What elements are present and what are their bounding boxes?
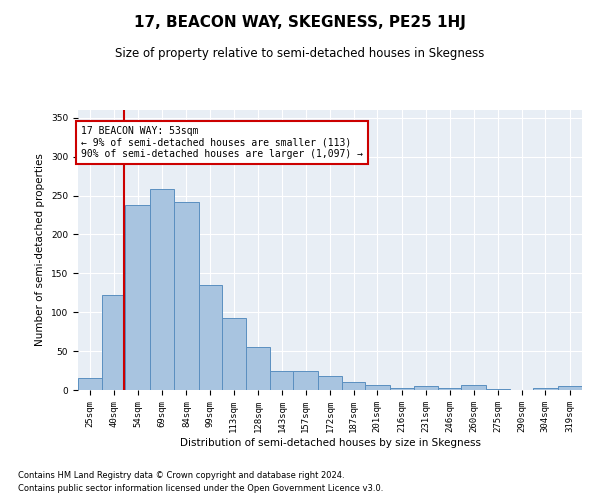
Bar	[125, 205, 150, 390]
Y-axis label: Number of semi-detached properties: Number of semi-detached properties	[35, 154, 46, 346]
Bar	[557, 386, 582, 390]
Text: 17, BEACON WAY, SKEGNESS, PE25 1HJ: 17, BEACON WAY, SKEGNESS, PE25 1HJ	[134, 15, 466, 30]
Bar	[78, 378, 103, 390]
Bar	[414, 386, 439, 390]
Bar	[221, 318, 246, 390]
Bar	[246, 347, 271, 390]
Bar	[271, 370, 293, 390]
Bar	[150, 190, 174, 390]
Bar	[199, 285, 221, 390]
Bar	[365, 384, 389, 390]
Bar	[461, 384, 486, 390]
Bar	[174, 202, 199, 390]
Bar	[439, 388, 461, 390]
Text: Size of property relative to semi-detached houses in Skegness: Size of property relative to semi-detach…	[115, 48, 485, 60]
Bar	[486, 389, 510, 390]
Bar	[389, 388, 414, 390]
Bar	[318, 376, 342, 390]
Bar	[293, 370, 318, 390]
Bar	[103, 295, 125, 390]
Bar	[342, 382, 365, 390]
Bar	[533, 388, 557, 390]
Text: Contains public sector information licensed under the Open Government Licence v3: Contains public sector information licen…	[18, 484, 383, 493]
Text: Contains HM Land Registry data © Crown copyright and database right 2024.: Contains HM Land Registry data © Crown c…	[18, 470, 344, 480]
Text: 17 BEACON WAY: 53sqm
← 9% of semi-detached houses are smaller (113)
90% of semi-: 17 BEACON WAY: 53sqm ← 9% of semi-detach…	[81, 126, 363, 159]
X-axis label: Distribution of semi-detached houses by size in Skegness: Distribution of semi-detached houses by …	[179, 438, 481, 448]
